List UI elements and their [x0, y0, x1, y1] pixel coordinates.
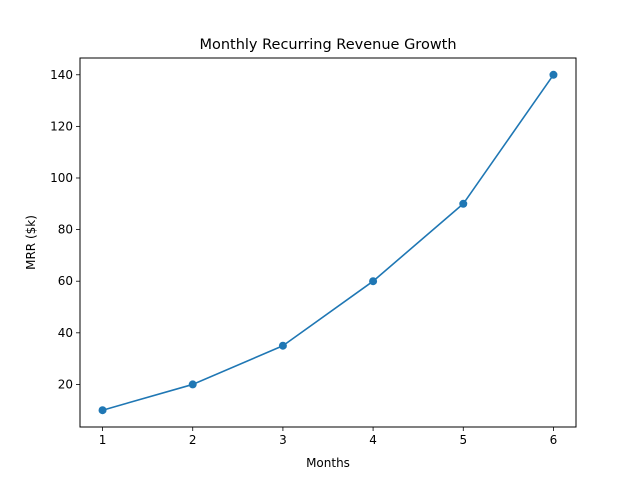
data-point [369, 277, 378, 286]
chart-title: Monthly Recurring Revenue Growth [199, 37, 456, 53]
data-point [188, 380, 197, 389]
y-tick-label: 60 [58, 274, 73, 288]
data-point [98, 406, 107, 415]
x-tick-label: 1 [99, 433, 107, 447]
plot-frame [79, 57, 577, 428]
x-tick-label: 5 [459, 433, 467, 447]
x-axis-label: Months [306, 456, 350, 470]
y-axis-label: MRR ($k) [24, 215, 38, 270]
data-point [278, 341, 287, 350]
y-tick-label: 20 [58, 377, 73, 391]
data-point [549, 70, 558, 79]
y-tick-label: 140 [50, 68, 73, 82]
y-tick-label: 120 [50, 119, 73, 133]
series-line [102, 74, 555, 411]
x-tick-label: 2 [189, 433, 197, 447]
data-point [459, 199, 468, 208]
x-tick-label: 4 [369, 433, 377, 447]
axis-ticks: 1 2 3 4 5 6 20 40 60 80 100 120 140 [50, 68, 557, 447]
series-layer [98, 70, 558, 415]
y-tick-label: 80 [58, 223, 73, 237]
y-tick-label: 40 [58, 326, 73, 340]
x-tick-label: 3 [279, 433, 287, 447]
y-tick-label: 100 [50, 171, 73, 185]
x-tick-label: 6 [550, 433, 558, 447]
